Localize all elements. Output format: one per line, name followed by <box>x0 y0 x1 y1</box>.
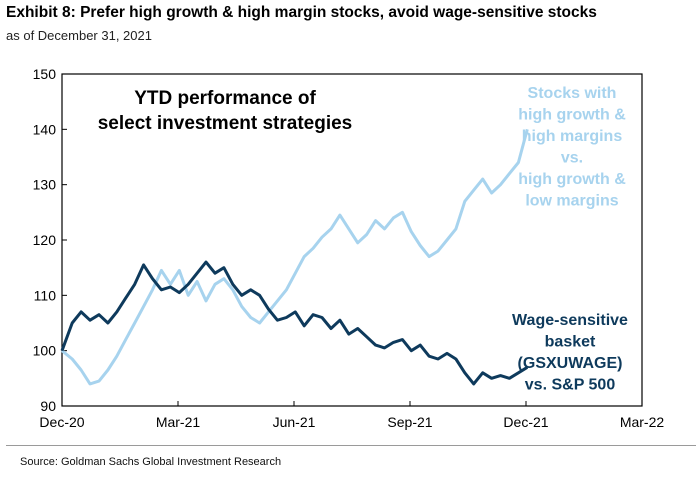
x-axis: Dec-20 Mar-21 Jun-21 Sep-21 Dec-21 Mar-22 <box>39 401 664 430</box>
wage-series-label-line: Wage-sensitive <box>512 312 628 329</box>
growth-margin-series-line <box>61 128 529 386</box>
x-tick-label: Mar-21 <box>156 414 201 430</box>
wage-series-label-line: (GSXUWAGE) <box>518 355 623 372</box>
annotations: YTD performance of select investment stra… <box>98 85 628 394</box>
source-note: Source: Goldman Sachs Global Investment … <box>20 456 282 468</box>
x-tick-label: Mar-22 <box>620 414 665 430</box>
inset-chart-title-line: select investment strategies <box>98 113 353 134</box>
wage-series-label-line: vs. S&P 500 <box>525 377 616 394</box>
growth-series-label-line: vs. <box>561 150 583 167</box>
x-tick-label: Jun-21 <box>273 414 316 430</box>
y-tick-label: 120 <box>33 232 57 248</box>
growth-series-label-line: high growth & <box>518 171 626 188</box>
wage-sensitive-series-line <box>60 260 529 386</box>
y-tick-label: 100 <box>33 343 57 359</box>
wage-series-label-line: basket <box>545 334 596 351</box>
growth-series-label-line: high margins <box>522 128 623 145</box>
inset-chart-title-line: YTD performance of <box>134 88 316 109</box>
exhibit-subtitle: as of December 31, 2021 <box>6 28 152 43</box>
growth-series-label-line: high growth & <box>518 107 626 124</box>
y-tick-label: 90 <box>40 398 56 414</box>
growth-series-label-line: Stocks with <box>528 85 617 102</box>
growth-series-label: Stocks with high growth & high margins vs. h… <box>518 85 626 210</box>
y-tick-label: 150 <box>33 66 57 82</box>
y-tick-label: 140 <box>33 121 57 137</box>
exhibit-title: Exhibit 8: Prefer high growth & high mar… <box>6 4 597 21</box>
wage-series-label: Wage-sensitive basket (GSXUWAGE) vs. S&P 50… <box>512 312 628 394</box>
y-tick-label: 110 <box>34 287 57 303</box>
inset-chart-title: YTD performance of select investment stra… <box>98 88 353 134</box>
series-lines <box>60 128 529 386</box>
source-divider <box>6 445 696 446</box>
x-tick-label: Dec-21 <box>503 414 548 430</box>
x-tick-label: Sep-21 <box>387 414 432 430</box>
x-tick-label: Dec-20 <box>39 414 84 430</box>
growth-series-label-line: low margins <box>525 193 618 210</box>
y-axis: 150 140 130 120 110 100 90 <box>33 66 67 414</box>
y-tick-label: 130 <box>33 177 57 193</box>
